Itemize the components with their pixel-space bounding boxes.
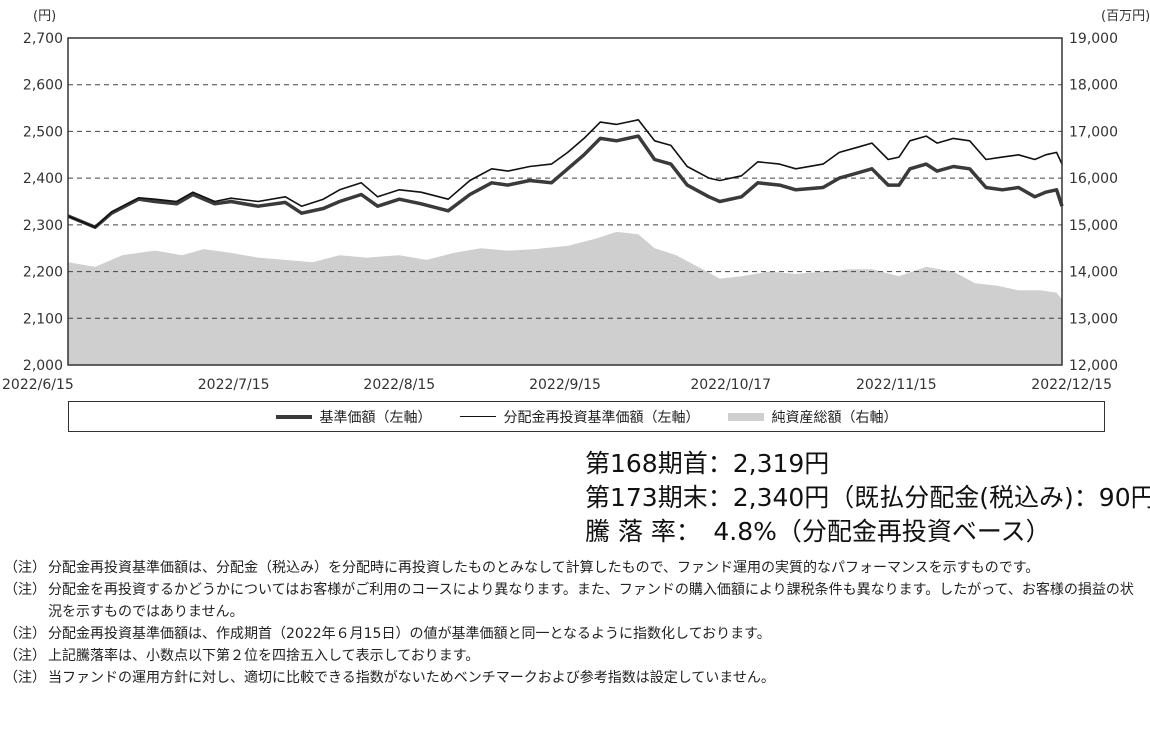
right-tick-label: 17,000 [1069,124,1118,140]
legend-swatch-thick-line [275,414,312,419]
footnote-text: 分配金再投資基準価額は、作成期首（2022年６月15日）の値が基準価額と同一とな… [48,626,771,642]
right-tick-label: 18,000 [1069,78,1118,94]
x-tick-label: 2022/12/15 [1031,377,1112,393]
footnote-tag: （注） [4,560,46,576]
plot-frame [67,37,1063,366]
axes: 2,700 2,600 2,500 2,400 2,300 2,200 2,100 2,000… [2,31,1118,393]
summary-period-start: 第168期首：2,319円 [585,449,830,478]
footnote: （注） 分配金再投資基準価額は、分配金（税込み）を分配時に再投資したものとみなし… [4,557,1146,579]
x-tick-label: 2022/7/15 [198,377,270,393]
right-axis-unit: (百万円) [1101,9,1150,24]
footnote: （注） 分配金を再投資するかどうかについてはお客様がご利用のコースにより異なりま… [4,579,1146,623]
net-assets-area [68,231,1062,365]
left-tick-label: 2,400 [23,171,63,187]
left-tick-label: 2,000 [23,358,63,374]
right-tick-label: 19,000 [1069,31,1118,47]
right-tick-label: 13,000 [1069,311,1118,327]
left-axis-unit: (円) [33,9,56,24]
right-tick-label: 15,000 [1069,218,1118,234]
left-tick-label: 2,200 [23,265,63,281]
x-tick-label: 2022/6/15 [2,377,74,393]
legend-swatch-thin-line [459,415,496,418]
footnote-text: 上記騰落率は、小数点以下第２位を四捨五入して表示しております。 [48,648,480,664]
footnote-tag: （注） [4,648,46,664]
performance-summary: 第168期首：2,319円 第173期末：2,340円（既払分配金(税込み)：9… [585,447,1150,549]
right-tick-label: 14,000 [1069,265,1118,281]
price-lines-layer [67,119,1064,229]
legend-swatch-area [727,412,764,421]
footnotes: （注） 分配金再投資基準価額は、分配金（税込み）を分配時に再投資したものとみなし… [4,557,1146,689]
x-tick-label: 2022/11/15 [856,377,937,393]
footnote-tag: （注） [4,626,46,642]
footnote-text: 分配金再投資基準価額は、分配金（税込み）を分配時に再投資したものとみなして計算し… [48,560,1040,576]
legend-item-reinvested-nav: 分配金再投資基準価額（左軸） [459,407,700,427]
footnote-tag: （注） [4,582,46,598]
x-tick-label: 2022/8/15 [363,377,435,393]
price-chart: 2,700 2,600 2,500 2,400 2,300 2,200 2,100 2,000… [2,9,1150,393]
footnote-text: 当ファンドの運用方針に対し、適切に比較できる指数がないためベンチマークおよび参考… [48,670,775,686]
reinvested-nav-line [67,119,1063,228]
footnote: （注） 上記騰落率は、小数点以下第２位を四捨五入して表示しております。 [4,645,1146,667]
summary-period-end: 第173期末：2,340円（既払分配金(税込み)：90円） [585,483,1150,512]
left-tick-label: 2,100 [23,311,63,327]
gridlines [68,84,1062,319]
legend-label-reinvested-nav: 分配金再投資基準価額（左軸） [503,409,700,426]
x-tick-label: 2022/10/17 [690,377,771,393]
legend-label-nav: 基準価額（左軸） [319,409,432,426]
right-tick-label: 16,000 [1069,171,1118,187]
left-tick-label: 2,700 [23,31,63,47]
chart-legend: 基準価額（左軸） 分配金再投資基準価額（左軸） 純資産総額（右軸） [68,401,1105,432]
left-tick-label: 2,600 [23,78,63,94]
right-tick-label: 12,000 [1069,358,1118,374]
left-tick-label: 2,300 [23,218,63,234]
legend-item-net-assets: 純資産総額（右軸） [727,407,898,427]
x-tick-label: 2022/9/15 [529,377,601,393]
nav-line [67,134,1064,229]
footnote: （注） 当ファンドの運用方針に対し、適切に比較できる指数がないためベンチマークお… [4,667,1146,689]
net-assets-area-layer [68,231,1062,365]
left-tick-label: 2,500 [23,124,63,140]
footnote: （注） 分配金再投資基準価額は、作成期首（2022年６月15日）の値が基準価額と… [4,623,1146,645]
summary-return-rate: 騰 落 率： 4.8%（分配金再投資ベース） [585,517,1051,546]
legend-item-nav: 基準価額（左軸） [275,407,432,427]
legend-label-net-assets: 純資産総額（右軸） [771,409,898,426]
footnote-tag: （注） [4,670,46,686]
footnote-text: 分配金を再投資するかどうかについてはお客様がご利用のコースにより異なります。また… [48,582,1134,620]
